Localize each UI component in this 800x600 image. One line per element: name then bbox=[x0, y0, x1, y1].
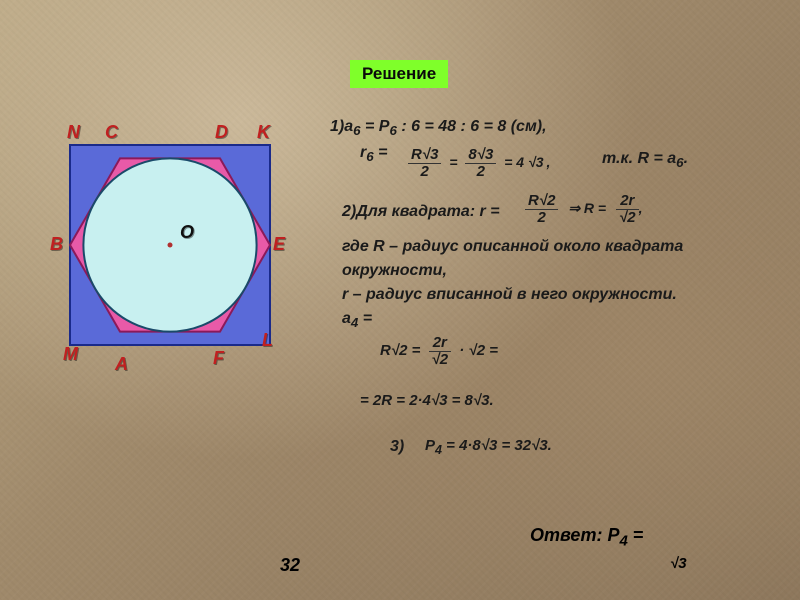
t: √ bbox=[468, 342, 476, 359]
t: 6 bbox=[389, 123, 396, 138]
t: 3 = 8 bbox=[439, 392, 473, 409]
frac: 2r√2 bbox=[616, 193, 639, 226]
t: 1)a bbox=[330, 118, 353, 135]
t: = bbox=[449, 154, 461, 170]
vertex-label-f: F bbox=[213, 348, 224, 369]
t: = bbox=[628, 525, 644, 545]
step-1-line-a: 1)a6 = P6 : 6 = 48 : 6 = 8 (см), bbox=[330, 115, 547, 141]
vertex-label-e: E bbox=[273, 234, 285, 255]
t: 8 bbox=[468, 146, 476, 163]
t: 6 bbox=[676, 155, 683, 170]
t: 2 bbox=[440, 351, 448, 368]
t: 2 bbox=[465, 164, 496, 180]
t: 2)Для квадрата: r = bbox=[342, 203, 500, 220]
t: √ bbox=[539, 192, 547, 209]
diagram-svg bbox=[45, 120, 295, 370]
t: √ bbox=[670, 555, 678, 572]
t: = 4 bbox=[504, 154, 524, 170]
t: √ bbox=[431, 392, 439, 409]
t: · bbox=[459, 342, 464, 359]
t: a bbox=[342, 310, 351, 327]
r-equals-a6-note: т.к. R = a6. bbox=[602, 147, 688, 173]
vertex-label-n: N bbox=[67, 122, 80, 143]
t: 2 bbox=[408, 164, 441, 180]
t: 2 bbox=[547, 192, 555, 209]
t: 3 = 32 bbox=[489, 437, 531, 454]
desc-line-4: a4 = bbox=[342, 307, 372, 333]
a4-formula-2: = 2R = 2·4√3 = 8√3. bbox=[360, 390, 494, 413]
t: 2r bbox=[429, 335, 452, 352]
step-3-label: 3) bbox=[390, 435, 404, 459]
t: = 2R = 2·4 bbox=[360, 392, 431, 409]
t: Ответ: Р bbox=[530, 525, 619, 545]
frac: 2r√2 bbox=[429, 335, 452, 368]
r6-formula: R√32 = 8√32 = 4√3, bbox=[408, 147, 553, 180]
t: √ bbox=[432, 351, 440, 368]
t: P bbox=[425, 437, 435, 454]
t: 2r bbox=[616, 193, 639, 210]
t: 2 = bbox=[477, 342, 498, 359]
t: 6 bbox=[366, 149, 373, 164]
t: √ bbox=[422, 146, 430, 163]
solution-badge-text: Решение bbox=[362, 64, 436, 83]
t: т.к. R = a bbox=[602, 150, 676, 167]
t: = bbox=[358, 310, 372, 327]
frac: R√32 bbox=[408, 147, 441, 180]
t: R bbox=[528, 192, 539, 209]
t: 2 bbox=[627, 209, 635, 226]
t: √ bbox=[619, 209, 627, 226]
solution-badge: Решение bbox=[350, 60, 448, 88]
t: R bbox=[380, 342, 391, 359]
t: 3. bbox=[539, 437, 552, 454]
vertex-label-m: M bbox=[63, 344, 78, 365]
t: : 6 = 48 : 6 = 8 (см), bbox=[397, 118, 547, 135]
t: √ bbox=[481, 437, 489, 454]
t: 3 bbox=[485, 146, 493, 163]
t: = P bbox=[361, 118, 390, 135]
t: √ bbox=[473, 392, 481, 409]
desc-line-1: где R – радиус описанной около квадрата bbox=[342, 235, 683, 259]
vertex-label-l: L bbox=[262, 330, 273, 351]
vertex-label-c: C bbox=[105, 122, 118, 143]
t: √ bbox=[528, 154, 536, 170]
geometry-diagram: N C D K B O E M A F L bbox=[45, 120, 295, 370]
step-2-formula: R√22 ⇒ R = 2r√2, bbox=[525, 193, 642, 226]
center-dot bbox=[168, 243, 173, 248]
t: 3 bbox=[430, 146, 438, 163]
t: 3 bbox=[678, 555, 686, 572]
t: √ bbox=[391, 342, 399, 359]
t: R bbox=[411, 146, 422, 163]
desc-line-3: r – радиус вписанной в него окружности. bbox=[342, 283, 677, 307]
t: √ bbox=[477, 146, 485, 163]
step-3-formula: P4 = 4·8√3 = 32√3. bbox=[425, 435, 552, 460]
vertex-label-b: B bbox=[50, 234, 63, 255]
t: 2 = bbox=[399, 342, 420, 359]
t: 4 bbox=[435, 443, 442, 457]
vertex-label-d: D bbox=[215, 122, 228, 143]
frac: R√22 bbox=[525, 193, 558, 226]
step-1-line-b: r6 = bbox=[360, 141, 387, 167]
t: = bbox=[374, 144, 388, 161]
vertex-label-a: A bbox=[115, 354, 128, 375]
t: = 4·8 bbox=[442, 437, 481, 454]
t: 2 bbox=[525, 210, 558, 226]
t: ⇒ R = bbox=[568, 200, 606, 216]
vertex-label-k: K bbox=[257, 122, 270, 143]
answer-32: 32 bbox=[280, 555, 300, 576]
step-2-line: 2)Для квадрата: r = bbox=[342, 200, 500, 224]
answer-tail: √3 bbox=[670, 555, 687, 572]
center-label-o: O bbox=[180, 222, 194, 243]
t: 3 bbox=[536, 154, 544, 170]
a4-formula-1: R√2 = 2r√2 · √2 = bbox=[380, 335, 498, 368]
desc-line-2: окружности, bbox=[342, 259, 447, 283]
t: 3. bbox=[481, 392, 494, 409]
t: 4 bbox=[619, 533, 627, 550]
answer-line: Ответ: Р4 = bbox=[530, 525, 643, 550]
frac: 8√32 bbox=[465, 147, 496, 180]
t: 6 bbox=[353, 123, 360, 138]
